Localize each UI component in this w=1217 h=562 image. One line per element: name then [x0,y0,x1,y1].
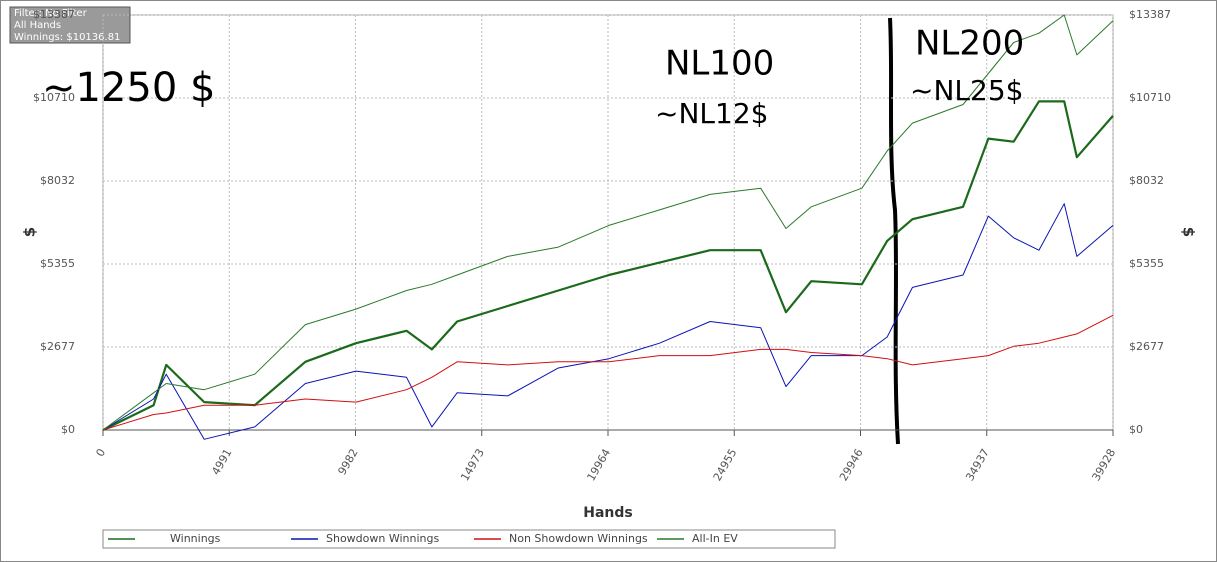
y2-tick-label: $8032 [1129,174,1164,187]
y-tick-label: $8032 [40,174,75,187]
y2-tick-label: $10710 [1129,91,1171,104]
separator-line [888,17,900,445]
legend [102,529,836,549]
legend-label: All-In EV [692,532,738,545]
x-axis-label: Hands [583,505,633,521]
series-line [102,203,1114,440]
legend-label: Non Showdown Winnings [509,532,648,545]
legend-label: Winnings [170,532,221,545]
y-tick-label: $0 [61,423,75,436]
legend-label: Showdown Winnings [326,532,440,545]
y2-axis-label: $ [1180,227,1198,237]
annotation: NL100 [665,44,774,84]
info-box [9,6,131,44]
annotation: ~1250 $ [42,65,215,111]
series-line [102,100,1114,431]
series-line [102,14,1114,431]
annotation: ~NL12$ [655,97,768,130]
info-text: Winnings: $10136.81 [14,32,120,43]
y2-tick-label: $13387 [1129,8,1171,21]
y2-tick-label: $0 [1129,423,1143,436]
y2-tick-label: $5355 [1129,257,1164,270]
y-tick-label: $10710 [33,91,75,104]
annotation: NL200 [915,24,1024,64]
y-tick-label: $2677 [40,340,75,353]
y-tick-label: $5355 [40,257,75,270]
annotation: ~NL25$ [910,74,1023,107]
y-axis-label: $ [21,227,39,237]
y2-tick-label: $2677 [1129,340,1164,353]
series-line [102,314,1114,431]
info-text: All Hands [14,20,61,31]
info-text: Filter: No Filter [14,8,88,19]
info-box-bg [9,6,131,44]
y-tick-label: $13387 [33,8,75,21]
